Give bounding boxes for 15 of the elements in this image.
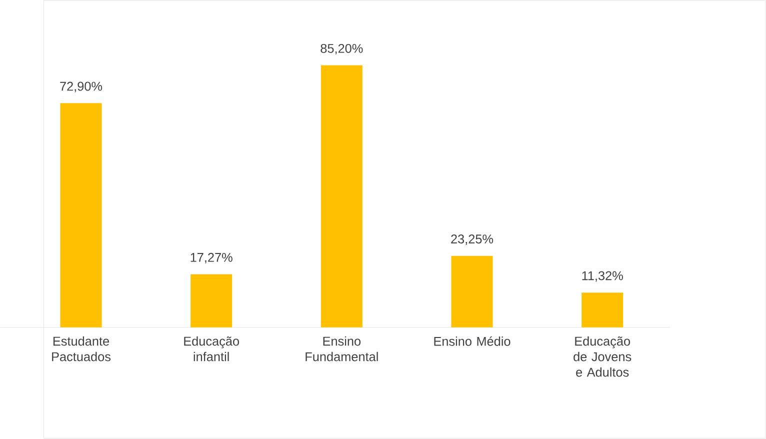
data-label: 23,25% (451, 234, 494, 246)
data-label: 85,20% (320, 44, 363, 55)
bar (582, 292, 624, 328)
x-tick-label: Estudante Pactuados (52, 336, 111, 362)
bar (60, 103, 102, 328)
bar (190, 274, 232, 328)
data-label: 72,90% (60, 82, 102, 92)
x-tick-label: Educação infantil (184, 336, 240, 362)
x-tick-label: Ensino Fundamental (306, 336, 378, 362)
data-label: 11,32% (582, 271, 623, 282)
data-label: 17,27% (190, 253, 232, 264)
x-tick-label: Ensino Médio (434, 336, 510, 346)
x-tick-label: Educação de Jovens e Adultos (574, 336, 632, 377)
bar (320, 65, 362, 328)
bar (451, 256, 493, 328)
